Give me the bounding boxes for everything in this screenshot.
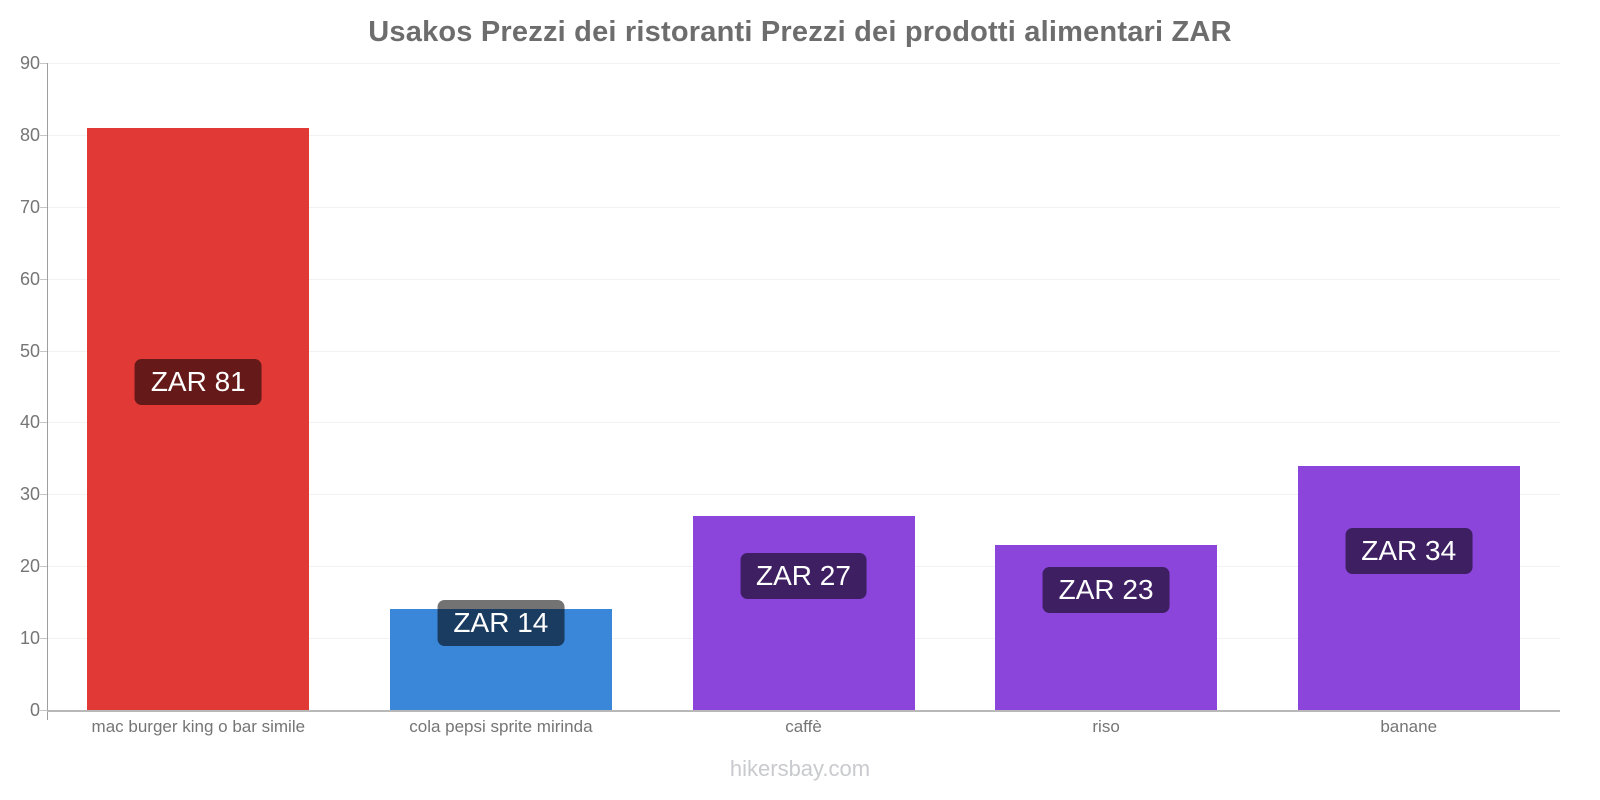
gridline bbox=[47, 63, 1560, 64]
bar-mac-burger-king-o-bar-simile[interactable] bbox=[87, 127, 310, 710]
y-axis-tick bbox=[40, 134, 47, 136]
y-axis-tick-label: 60 bbox=[19, 268, 40, 289]
bar-banane[interactable] bbox=[1297, 465, 1520, 710]
gridline bbox=[47, 206, 1560, 208]
x-axis-category-label: caffè bbox=[785, 717, 822, 736]
chart-title: Usakos Prezzi dei ristoranti Prezzi dei … bbox=[368, 16, 1232, 48]
x-axis-category-label: banane bbox=[1380, 717, 1438, 736]
y-axis-tick-label: 10 bbox=[19, 628, 40, 649]
gridline bbox=[47, 422, 1560, 424]
gridline bbox=[47, 134, 1560, 136]
y-axis-tick-label: 70 bbox=[19, 196, 40, 217]
y-axis-tick-label: 20 bbox=[19, 556, 40, 577]
y-axis-tick-label: 0 bbox=[29, 700, 40, 720]
value-label: ZAR 34 bbox=[1345, 527, 1473, 574]
y-axis-tick bbox=[40, 422, 47, 424]
footer-watermark: hikersbay.com bbox=[729, 756, 871, 781]
y-axis-tick bbox=[40, 350, 47, 352]
y-axis-tick bbox=[40, 63, 47, 64]
bar-caffè[interactable] bbox=[692, 515, 915, 710]
y-axis-tick bbox=[40, 710, 47, 711]
y-axis-tick-label: 30 bbox=[19, 484, 40, 505]
x-axis-category-label: riso bbox=[1092, 717, 1120, 736]
gridline bbox=[47, 494, 1560, 496]
y-axis-tick-label: 80 bbox=[19, 124, 40, 145]
y-axis-tick bbox=[40, 566, 47, 568]
x-axis-category-label: cola pepsi sprite mirinda bbox=[409, 717, 593, 736]
value-label: ZAR 81 bbox=[134, 358, 262, 405]
y-axis-tick bbox=[40, 494, 47, 496]
gridline bbox=[47, 278, 1560, 280]
y-axis-tick-label: 90 bbox=[19, 53, 40, 73]
value-label: ZAR 27 bbox=[740, 552, 867, 599]
y-axis-tick bbox=[40, 638, 47, 640]
y-axis-line bbox=[47, 63, 48, 720]
x-axis-baseline bbox=[47, 710, 1560, 712]
y-axis-tick bbox=[40, 278, 47, 280]
value-label: ZAR 23 bbox=[1042, 567, 1170, 614]
y-axis-tick-label: 40 bbox=[19, 412, 40, 433]
gridline bbox=[47, 350, 1560, 352]
y-axis-tick bbox=[40, 206, 47, 208]
value-label: ZAR 14 bbox=[437, 599, 565, 646]
y-axis-tick-label: 50 bbox=[19, 340, 40, 361]
x-axis-category-label: mac burger king o bar simile bbox=[91, 717, 306, 736]
